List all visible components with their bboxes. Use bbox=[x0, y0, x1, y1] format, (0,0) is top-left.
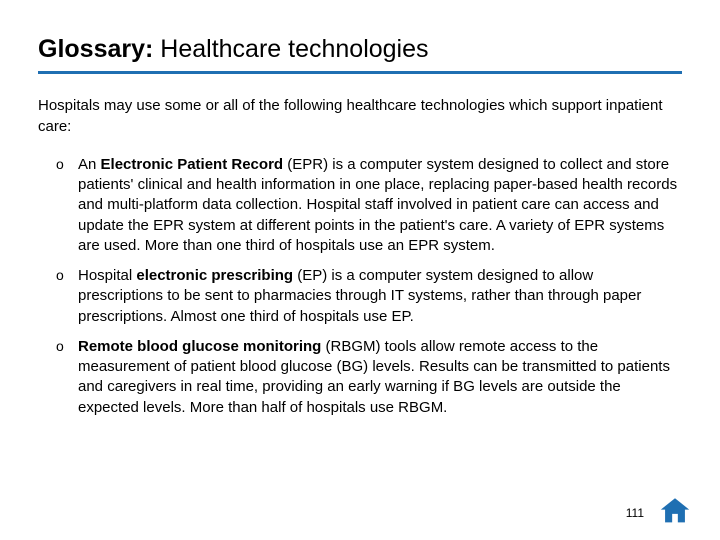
list-item: Remote blood glucose monitoring (RBGM) t… bbox=[56, 337, 682, 418]
home-icon[interactable] bbox=[658, 494, 692, 528]
slide-title: Glossary: Healthcare technologies bbox=[38, 34, 682, 74]
slide: Glossary: Healthcare technologies Hospit… bbox=[0, 0, 720, 540]
page-number: 111 bbox=[626, 506, 644, 520]
glossary-list: An Electronic Patient Record (EPR) is a … bbox=[38, 155, 682, 418]
item-bold: Electronic Patient Record bbox=[101, 156, 284, 173]
list-item: Hospital electronic prescribing (EP) is … bbox=[56, 266, 682, 327]
item-bold: electronic prescribing bbox=[136, 267, 293, 284]
item-prefix: Hospital bbox=[78, 267, 136, 284]
intro-text: Hospitals may use some or all of the fol… bbox=[38, 96, 682, 137]
home-icon-path bbox=[661, 498, 689, 522]
item-bold: Remote blood glucose monitoring bbox=[78, 338, 321, 355]
item-prefix: An bbox=[78, 156, 101, 173]
list-item: An Electronic Patient Record (EPR) is a … bbox=[56, 155, 682, 256]
title-bold: Glossary: bbox=[38, 35, 153, 63]
title-rest: Healthcare technologies bbox=[153, 35, 428, 63]
